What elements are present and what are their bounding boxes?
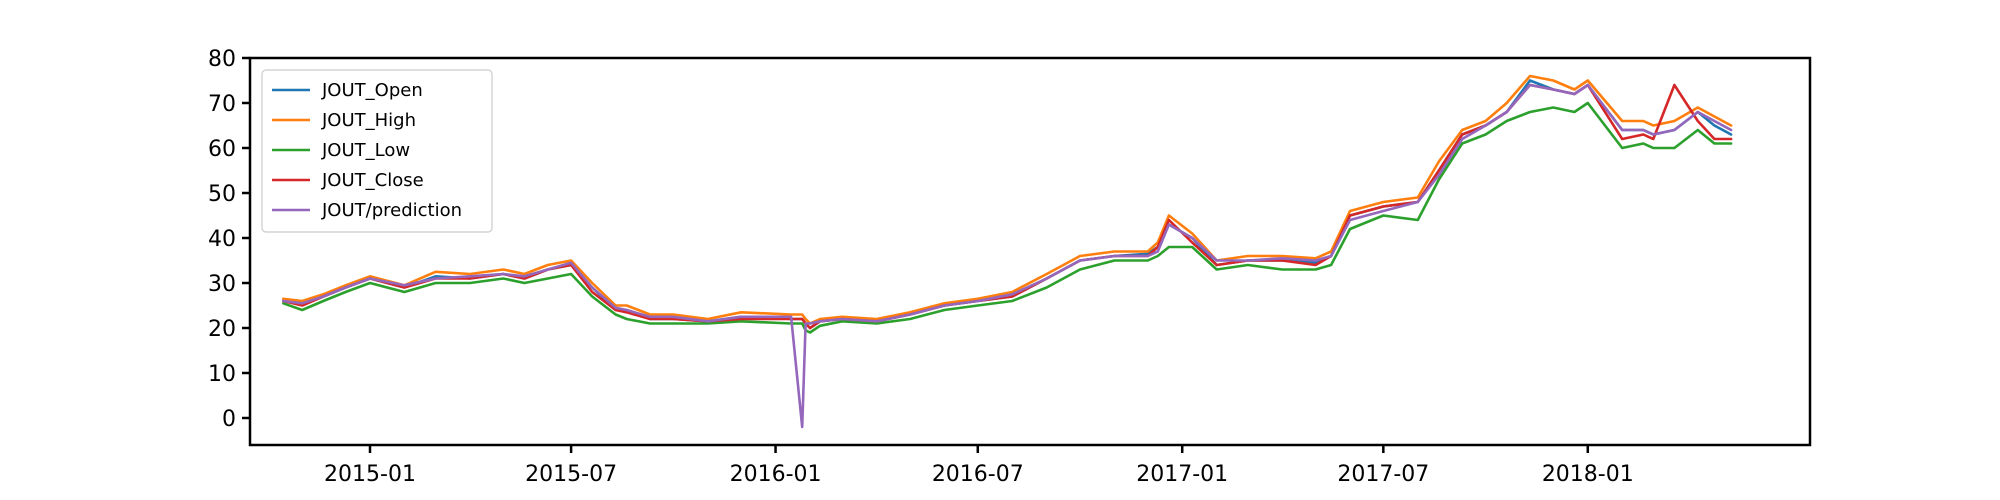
y-tick-label: 80 [208, 47, 236, 72]
x-tick-label: 2015-01 [324, 462, 416, 487]
legend-label: JOUT_High [321, 110, 416, 131]
series-line-jout-close [281, 83, 1733, 330]
y-tick-label: 50 [208, 182, 236, 207]
series-line-jout-prediction [281, 83, 1733, 429]
y-tick-label: 70 [208, 92, 236, 117]
legend-label: JOUT_Close [321, 170, 424, 191]
x-tick-label: 2017-01 [1136, 462, 1228, 487]
axes-frame [248, 56, 1812, 447]
series-line-jout-low [281, 101, 1733, 334]
x-tick-label: 2017-07 [1337, 462, 1429, 487]
legend-label: JOUT_Open [321, 80, 423, 101]
legend-box [261, 69, 493, 233]
y-tick-label: 60 [208, 137, 236, 162]
y-tick-label: 30 [208, 272, 236, 297]
plot-area [281, 74, 1733, 429]
y-tick-label: 40 [208, 227, 236, 252]
x-tick-label: 2015-07 [525, 462, 617, 487]
x-tick-label: 2016-01 [730, 462, 822, 487]
legend-label: JOUT_Low [321, 140, 410, 161]
y-tick-label: 20 [208, 317, 236, 342]
y-tick-label: 0 [222, 407, 236, 432]
x-tick-label: 2018-01 [1542, 462, 1634, 487]
legend-label: JOUT/prediction [321, 200, 462, 221]
y-tick-label: 10 [208, 362, 236, 387]
series-line-jout-high [281, 74, 1733, 325]
x-tick-label: 2016-07 [932, 462, 1024, 487]
axes: 0 10 20 30 40 50 60 70 80 2015-01 2015-07 2016-01 20… [208, 47, 1812, 487]
legend: JOUT_Open JOUT_High JOUT_Low JOUT_Close JOUT… [261, 69, 493, 233]
